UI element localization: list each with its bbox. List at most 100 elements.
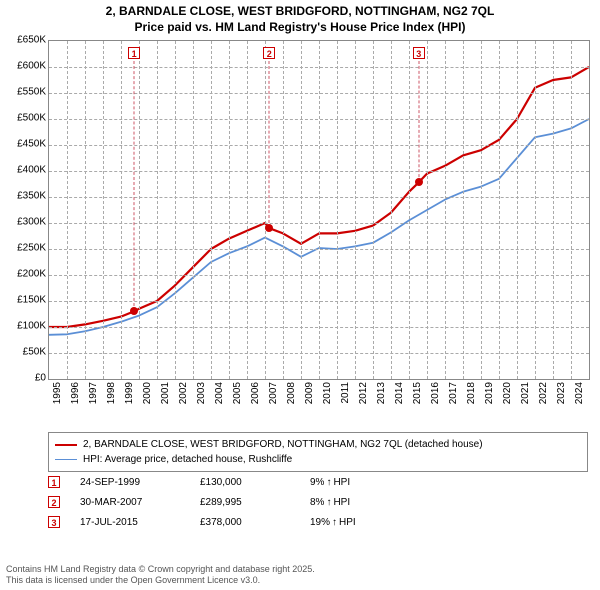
x-axis-label: 2018 [466,382,477,404]
footer-line-2: This data is licensed under the Open Gov… [6,575,315,586]
chart-title: 2, BARNDALE CLOSE, WEST BRIDGFORD, NOTTI… [0,0,600,35]
chart-container: 2, BARNDALE CLOSE, WEST BRIDGFORD, NOTTI… [0,0,600,590]
gridline-v [139,41,140,379]
event-pct-value: 9% [310,477,324,488]
x-axis-label: 2003 [196,382,207,404]
arrow-up-icon: ↑ [332,517,337,528]
gridline-v [175,41,176,379]
x-axis-label: 2016 [430,382,441,404]
gridline-v [463,41,464,379]
gridline-v [157,41,158,379]
event-table: 124-SEP-1999£130,0009%↑ HPI230-MAR-2007£… [48,476,588,536]
gridline-v [427,41,428,379]
gridline-v [121,41,122,379]
event-date: 17-JUL-2015 [80,517,180,528]
gridline-v [67,41,68,379]
x-axis-label: 2004 [214,382,225,404]
x-axis-label: 2020 [502,382,513,404]
gridline-v [211,41,212,379]
plot-area: 123 [48,40,590,380]
chart-area: 123 £0 £50K £100K £150K £200K £250K £300K £350K… [0,40,600,420]
x-axis-label: 2005 [232,382,243,404]
x-axis-label: 1997 [88,382,99,404]
event-badge: 2 [48,496,60,508]
gridline-v [445,41,446,379]
y-axis-label: £250K [2,243,46,254]
event-date: 30-MAR-2007 [80,497,180,508]
y-axis-label: £150K [2,295,46,306]
footer-line-1: Contains HM Land Registry data © Crown c… [6,564,315,575]
legend-item: HPI: Average price, detached house, Rush… [55,452,581,467]
x-axis-label: 2023 [556,382,567,404]
x-axis-label: 2009 [304,382,315,404]
event-row: 317-JUL-2015£378,00019%↑ HPI [48,516,588,528]
gridline-v [481,41,482,379]
x-axis-label: 2014 [394,382,405,404]
gridline-v [337,41,338,379]
gridline-v [409,41,410,379]
arrow-up-icon: ↑ [326,497,331,508]
x-axis-label: 2010 [322,382,333,404]
x-axis-label: 2024 [574,382,585,404]
legend: 2, BARNDALE CLOSE, WEST BRIDGFORD, NOTTI… [48,432,588,472]
gridline-v [535,41,536,379]
x-axis-label: 1999 [124,382,135,404]
y-axis-label: £650K [2,35,46,46]
marker-line-3 [418,61,419,182]
event-pct-suffix: HPI [333,477,350,488]
y-axis-label: £350K [2,191,46,202]
title-line-2: Price paid vs. HM Land Registry's House … [0,20,600,36]
footer-attribution: Contains HM Land Registry data © Crown c… [6,564,315,586]
legend-label: 2, BARNDALE CLOSE, WEST BRIDGFORD, NOTTI… [83,437,483,452]
gridline-v [571,41,572,379]
gridline-v [85,41,86,379]
gridline-v [517,41,518,379]
y-axis-label: £450K [2,139,46,150]
x-axis-label: 2006 [250,382,261,404]
gridline-v [391,41,392,379]
y-axis-label: £500K [2,113,46,124]
arrow-up-icon: ↑ [326,477,331,488]
x-axis-label: 2007 [268,382,279,404]
gridline-v [265,41,266,379]
marker-line-2 [269,61,270,228]
event-pct-suffix: HPI [339,517,356,528]
gridline-v [247,41,248,379]
x-axis-label: 2017 [448,382,459,404]
y-axis-label: £0 [2,373,46,384]
event-price: £289,995 [200,497,290,508]
gridline-v [319,41,320,379]
legend-swatch [55,444,77,446]
x-axis-label: 2013 [376,382,387,404]
y-axis-label: £50K [2,347,46,358]
marker-badge-3: 3 [413,47,425,59]
x-axis-label: 2000 [142,382,153,404]
y-axis-label: £600K [2,61,46,72]
y-axis-label: £300K [2,217,46,228]
x-axis-label: 2011 [340,382,351,404]
marker-badge-1: 1 [128,47,140,59]
event-date: 24-SEP-1999 [80,477,180,488]
event-badge: 1 [48,476,60,488]
x-axis-label: 2008 [286,382,297,404]
x-axis-label: 2021 [520,382,531,404]
gridline-v [355,41,356,379]
gridline-v [283,41,284,379]
x-axis-label: 2002 [178,382,189,404]
x-axis-label: 1998 [106,382,117,404]
event-price: £130,000 [200,477,290,488]
x-axis-label: 1995 [52,382,63,404]
event-pct: 8%↑ HPI [310,497,350,508]
x-axis-label: 2012 [358,382,369,404]
y-axis-label: £200K [2,269,46,280]
event-pct-value: 19% [310,517,330,528]
event-badge: 3 [48,516,60,528]
y-axis-label: £100K [2,321,46,332]
legend-swatch [55,459,77,460]
y-axis-label: £400K [2,165,46,176]
event-row: 2 30-MAR-2007 £289,995 8%↑ HPI [48,496,588,508]
event-pct-suffix: HPI [333,497,350,508]
event-pct: 19%↑ HPI [310,517,356,528]
event-row: 1 24-SEP-1999 £130,000 9%↑ HPI [48,476,588,488]
x-axis-label: 2001 [160,382,171,404]
